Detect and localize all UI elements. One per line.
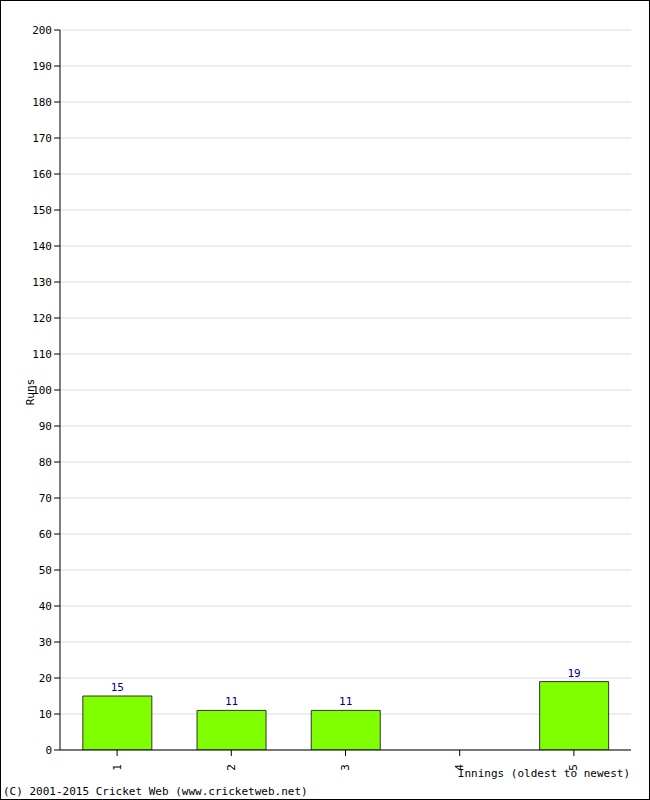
svg-text:180: 180 xyxy=(32,96,52,109)
svg-text:110: 110 xyxy=(32,348,52,361)
svg-text:1: 1 xyxy=(111,764,124,771)
svg-text:19: 19 xyxy=(568,667,581,680)
svg-text:90: 90 xyxy=(39,420,52,433)
svg-text:40: 40 xyxy=(39,600,52,613)
svg-text:2: 2 xyxy=(225,764,238,771)
svg-text:15: 15 xyxy=(111,681,124,694)
svg-text:100: 100 xyxy=(32,383,52,397)
svg-text:130: 130 xyxy=(32,276,52,289)
svg-text:190: 190 xyxy=(32,60,52,73)
svg-text:11: 11 xyxy=(339,695,352,708)
svg-text:3: 3 xyxy=(339,764,352,771)
html-text:Innings (oldest to newest): Innings (oldest to newest) xyxy=(457,767,630,780)
svg-text:140: 140 xyxy=(32,240,52,253)
svg-text:10: 10 xyxy=(39,708,52,721)
svg-text:50: 50 xyxy=(39,564,52,577)
svg-text:0: 0 xyxy=(45,744,52,757)
html-text:Runs: Runs xyxy=(23,378,37,406)
svg-text:150: 150 xyxy=(32,204,52,217)
svg-text:30: 30 xyxy=(39,636,52,649)
svg-text:70: 70 xyxy=(39,492,52,505)
svg-text:20: 20 xyxy=(39,672,52,685)
svg-text:80: 80 xyxy=(39,456,52,469)
html-text:(C) 2001-2015 Cricket Web (www: (C) 2001-2015 Cricket Web (www.cricketwe… xyxy=(3,785,308,798)
svg-text:160: 160 xyxy=(32,168,52,181)
svg-text:170: 170 xyxy=(32,132,52,145)
svg-text:11: 11 xyxy=(225,695,238,708)
svg-text:120: 120 xyxy=(32,312,52,325)
svg-text:200: 200 xyxy=(32,24,52,37)
svg-text:60: 60 xyxy=(39,528,52,541)
